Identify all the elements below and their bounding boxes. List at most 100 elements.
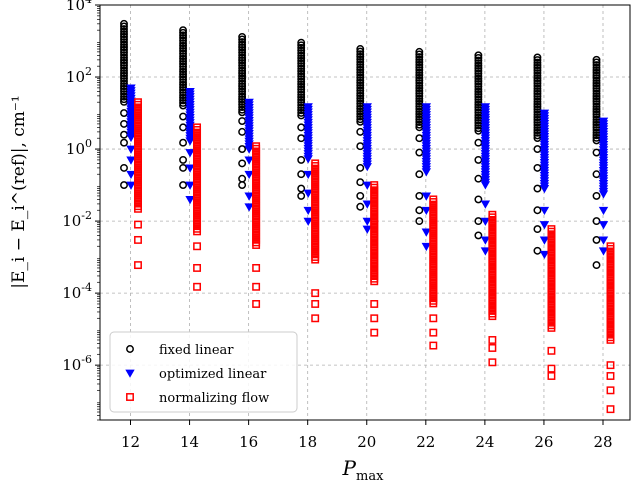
data-point [533,69,542,77]
data-point [297,155,306,164]
data-point [238,38,247,47]
data-point [356,202,365,211]
data-point [193,263,202,272]
data-point [474,59,483,68]
data-point [297,191,306,200]
data-point [598,221,609,230]
data-point [592,81,601,90]
data-point [415,68,424,77]
data-point [592,217,601,226]
y-tick-label: 10-2 [62,209,92,230]
data-point [533,66,542,75]
data-point [592,191,601,200]
data-point [238,43,247,52]
data-point [297,90,306,99]
data-point [421,206,432,216]
legend-marker-triangle-down [125,369,135,378]
data-point [179,163,188,172]
data-point [297,170,306,179]
x-tick-label: 12 [121,433,140,451]
data-point [474,195,483,204]
data-point [356,63,365,72]
data-point [415,76,424,85]
data-point [179,57,188,66]
data-point [238,87,247,96]
data-point [592,74,601,82]
data-point [185,181,195,190]
x-axis-label-main: P [342,456,357,480]
data-point [238,58,247,67]
data-point [179,80,188,89]
data-point [297,72,306,81]
data-point [297,38,306,47]
data-point [134,235,142,244]
data-point [120,45,128,54]
x-tick-label: 20 [357,433,376,451]
y-tick-label: 10-4 [62,281,92,302]
data-point [297,88,306,97]
data-point [539,221,550,230]
data-point [606,361,615,370]
data-point [120,109,128,117]
data-point [592,261,601,270]
data-point [598,236,609,245]
data-point [311,300,320,308]
data-point [480,200,491,209]
data-point [297,123,306,132]
x-tick-label: 22 [416,433,435,451]
data-point [592,118,601,127]
data-point [311,255,320,264]
data-point [598,190,609,199]
data-point [120,119,128,128]
data-point [238,74,247,83]
data-point [415,97,424,106]
data-point [311,289,320,298]
data-point [120,97,128,106]
data-point [238,127,247,136]
data-point [547,346,556,355]
data-point [474,64,483,73]
data-point [592,68,601,77]
data-point [533,82,542,90]
data-point [179,47,188,55]
data-point [533,61,542,70]
data-point [488,344,497,352]
data-point [533,97,542,106]
y-axis-label: |E_i − E_i^(ref)|, cm⁻¹ [9,95,29,288]
data-point [480,217,491,226]
data-point [179,62,188,71]
data-point [356,84,365,92]
data-point [297,108,306,117]
data-point [356,50,365,59]
data-point [592,148,601,157]
data-point [120,48,128,57]
x-tick-label: 28 [593,433,612,451]
data-point [592,170,601,179]
data-point [120,35,128,44]
data-point [120,58,128,67]
data-point [297,77,306,86]
data-point [370,277,379,286]
data-point [252,263,261,272]
data-point [415,217,424,226]
data-point [592,235,601,244]
data-point [238,35,247,44]
data-point [533,118,542,127]
data-point [120,19,128,28]
data-point [533,134,542,142]
data-point [533,79,542,88]
data-point [533,102,542,111]
data-point [297,51,306,60]
data-point [179,36,188,45]
data-point [370,300,379,308]
data-point [356,78,365,87]
data-point [185,164,195,173]
data-point [533,163,542,172]
data-point [533,87,542,96]
data-point [238,61,247,70]
data-point [238,64,247,73]
data-point [238,48,247,57]
data-point [415,191,424,200]
data-point [297,184,306,193]
